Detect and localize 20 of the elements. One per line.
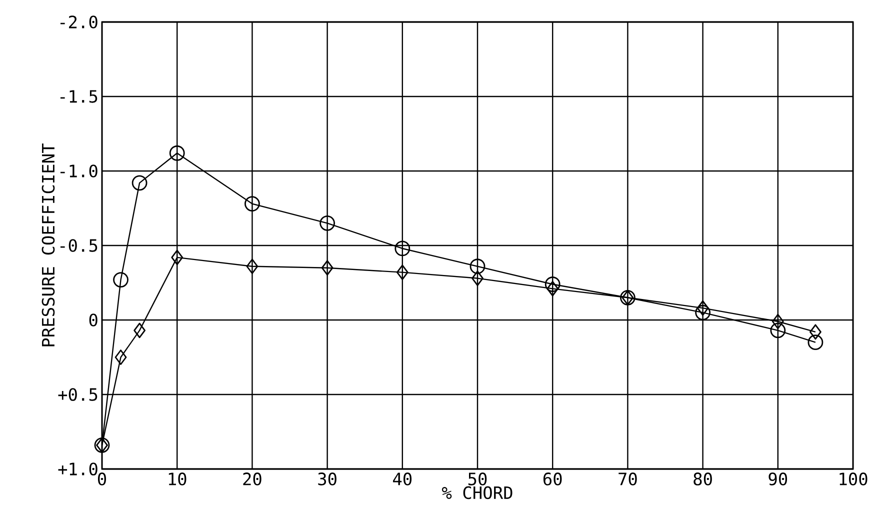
x-tick-label: 0 bbox=[98, 472, 106, 486]
x-tick-label: 50 bbox=[468, 472, 487, 486]
y-tick-label: -1.5 bbox=[60, 90, 98, 103]
y-tick-label: 0 bbox=[89, 314, 98, 326]
x-tick-label: 60 bbox=[543, 472, 562, 486]
y-tick-label: -2.0 bbox=[60, 16, 98, 28]
x-tick-label: 100 bbox=[840, 472, 868, 486]
y-tick-label: -1.0 bbox=[60, 164, 98, 178]
y-tick-label: +1.0 bbox=[58, 462, 98, 476]
x-tick-label: 20 bbox=[243, 472, 262, 486]
y-axis-title: PRESSURE COEFFICIENT bbox=[42, 144, 55, 346]
x-tick-label: 90 bbox=[768, 472, 788, 486]
y-tick-label: -0.5 bbox=[60, 239, 98, 252]
x-tick-label: 70 bbox=[618, 472, 637, 486]
x-tick-label: 80 bbox=[694, 472, 712, 486]
x-axis-title: % CHORD bbox=[442, 486, 512, 500]
x-tick-label: 40 bbox=[393, 472, 412, 486]
x-tick-label: 10 bbox=[168, 472, 186, 486]
x-tick-label: 30 bbox=[318, 472, 336, 486]
y-tick-label: +0.5 bbox=[58, 388, 98, 401]
